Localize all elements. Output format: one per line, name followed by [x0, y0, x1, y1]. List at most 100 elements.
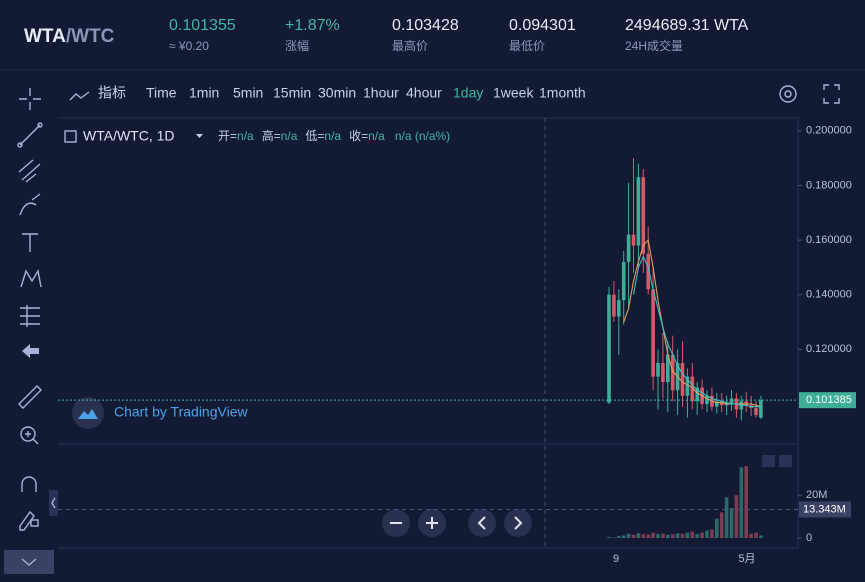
legend-value: n/a	[281, 129, 298, 143]
interval[interactable]: 1hour	[363, 85, 399, 101]
volume-bar	[724, 497, 729, 538]
interval[interactable]: 1day	[453, 85, 483, 101]
symbol[interactable]: WTA/WTC, 1D	[83, 128, 175, 144]
volume-bar	[651, 532, 655, 538]
tool-text[interactable]	[22, 233, 38, 252]
volume-bar	[621, 535, 626, 538]
moving-average	[632, 255, 761, 408]
interval[interactable]: 5min	[233, 85, 263, 101]
volume-bar	[744, 466, 748, 538]
legend-value: n/a	[368, 129, 385, 143]
interval[interactable]: 4hour	[406, 85, 442, 101]
stat-label: 最高价	[392, 38, 428, 53]
stat-value: 0.094301	[509, 17, 576, 34]
interval[interactable]: 1month	[539, 85, 586, 101]
last-volume-label: 13.343M	[803, 503, 846, 515]
legend-value: n/a	[237, 129, 254, 143]
tool-crosshair[interactable]	[19, 88, 41, 110]
candle-body	[715, 401, 719, 407]
volume-bar	[705, 530, 709, 538]
volume-bar	[612, 537, 616, 538]
stat-value: +1.87%	[285, 17, 340, 34]
settings[interactable]	[779, 85, 797, 103]
volume-bar	[661, 533, 665, 538]
fullscreen[interactable]	[823, 84, 840, 104]
scroll-left[interactable]	[468, 509, 496, 537]
tool-measure[interactable]	[20, 305, 40, 327]
volume-bar	[719, 512, 724, 538]
volume-bar	[646, 534, 650, 538]
y-tick-label: 0.120000	[806, 343, 852, 355]
tool-back[interactable]	[22, 344, 39, 358]
candle-body	[724, 403, 729, 406]
candle-body	[661, 362, 665, 383]
candle-body	[651, 289, 655, 377]
candle-body	[626, 234, 631, 262]
sidebar-toggle[interactable]	[49, 490, 58, 516]
legend-change: n/a (n/a%)	[395, 129, 450, 143]
volume-bar	[617, 535, 621, 538]
indicator[interactable]: 指标	[98, 85, 126, 101]
candle-body	[607, 294, 611, 403]
candle-body	[695, 387, 699, 402]
y-tick-label: 0.160000	[806, 234, 852, 246]
last-price-box	[799, 392, 856, 409]
watermark[interactable]: Chart by TradingView	[114, 404, 248, 420]
volume-bar	[670, 534, 675, 538]
candle-body	[641, 177, 646, 254]
y-tick-label: 0.140000	[806, 289, 852, 301]
tool-magnet[interactable]	[21, 476, 37, 492]
tradingview-logo[interactable]	[72, 397, 104, 429]
candle-body	[690, 376, 695, 402]
vol-tick-label: 0	[806, 532, 812, 544]
volume-bar	[675, 533, 680, 538]
candle-body	[656, 362, 660, 377]
volume-bar	[690, 531, 695, 538]
volume-bar	[715, 518, 719, 538]
interval[interactable]: 30min	[318, 85, 356, 101]
interval[interactable]: 1week	[493, 85, 534, 101]
symbol-icon[interactable]	[64, 130, 77, 143]
candle-body	[646, 253, 650, 290]
candle-body	[680, 362, 685, 396]
tool-brush[interactable]	[19, 193, 41, 216]
tool-ruler[interactable]	[18, 385, 42, 409]
candle-body	[729, 398, 734, 404]
symbol-caret[interactable]	[196, 134, 203, 138]
volume-pane-buttons[interactable]	[762, 455, 792, 467]
tool-zoom[interactable]	[20, 426, 39, 445]
volume-bar	[700, 532, 704, 538]
tool-line[interactable]	[17, 122, 43, 148]
candle-body	[621, 261, 626, 301]
last-volume-box	[799, 501, 851, 518]
tool-lock[interactable]	[19, 510, 39, 531]
indicator-icon[interactable]	[69, 91, 90, 101]
candle-body	[685, 376, 690, 396]
ohlc-legend: 开=n/a 高=n/a 低=n/a 收=n/a n/a (n/a%)	[218, 128, 450, 143]
candle-body	[631, 234, 636, 246]
tool-pattern[interactable]	[20, 269, 42, 288]
candle-body	[666, 354, 670, 383]
legend-label: 低=	[305, 129, 324, 143]
zoom-out[interactable]	[382, 509, 410, 537]
volume-bar	[626, 533, 631, 538]
vol-tick-label: 20M	[806, 489, 827, 501]
zoom-in[interactable]	[418, 509, 446, 537]
y-tick-label: 0.200000	[806, 125, 852, 137]
volume-bar	[739, 467, 744, 538]
volume-bar	[695, 534, 699, 538]
interval[interactable]: 1min	[189, 85, 219, 101]
scroll-right[interactable]	[504, 509, 532, 537]
tool-fib[interactable]	[18, 159, 41, 183]
candle-body	[744, 401, 748, 406]
stat-label: ≈ ¥0.20	[169, 39, 209, 53]
y-tick-label: 0.180000	[806, 179, 852, 191]
volume-bar	[729, 508, 734, 538]
tool-collapse[interactable]	[4, 550, 54, 574]
interval[interactable]: Time	[146, 85, 177, 101]
interval[interactable]: 15min	[273, 85, 311, 101]
candle-body	[617, 300, 621, 317]
